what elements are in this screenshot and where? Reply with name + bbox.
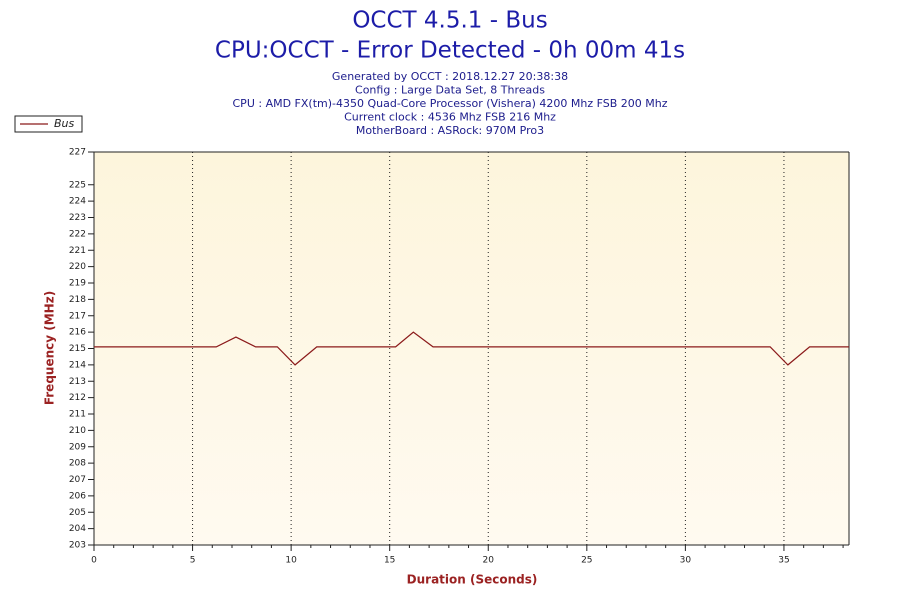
chart-title: OCCT 4.5.1 - Bus (352, 8, 547, 34)
y-tick-label: 220 (69, 262, 86, 272)
y-tick-label: 219 (69, 279, 86, 289)
y-tick-label: 205 (69, 508, 86, 518)
y-tick-label: 207 (69, 475, 86, 485)
data-line (94, 331, 849, 366)
y-tick-label: 208 (69, 459, 86, 469)
x-tick-label: 15 (384, 556, 395, 566)
y-tick-label: 210 (69, 426, 86, 436)
y-tick-label: 203 (69, 541, 86, 551)
x-tick-label: 0 (91, 556, 97, 566)
y-tick-label: 218 (69, 295, 86, 305)
info-line: Config : Large Data Set, 8 Threads (355, 84, 545, 97)
info-line: Current clock : 4536 Mhz FSB 216 Mhz (344, 111, 556, 124)
x-tick-label: 30 (680, 556, 692, 566)
y-tick-label: 206 (69, 491, 86, 501)
y-tick-label: 217 (69, 311, 86, 321)
info-line: CPU : AMD FX(tm)-4350 Quad-Core Processo… (233, 97, 668, 110)
y-tick-label: 209 (69, 442, 86, 452)
y-tick-label: 224 (69, 197, 86, 207)
x-tick-label: 10 (285, 556, 297, 566)
y-tick-label: 204 (69, 524, 86, 534)
y-tick-label: 214 (69, 360, 86, 370)
x-axis-label: Duration (Seconds) (407, 573, 538, 587)
info-line: Generated by OCCT : 2018.12.27 20:38:38 (332, 70, 568, 83)
y-tick-label: 222 (69, 229, 86, 239)
x-tick-label: 25 (581, 556, 592, 566)
legend-box (14, 115, 83, 133)
chart-subtitle: CPU:OCCT - Error Detected - 0h 00m 41s (215, 38, 685, 64)
y-tick-label: 212 (69, 393, 86, 403)
y-tick-label: 227 (69, 148, 86, 158)
y-tick-label: 211 (69, 410, 86, 420)
plot-area (94, 152, 849, 545)
x-tick-label: 35 (778, 556, 789, 566)
y-tick-label: 213 (69, 377, 86, 387)
y-tick-label: 216 (69, 328, 86, 338)
y-tick-label: 215 (69, 344, 86, 354)
x-tick-label: 5 (190, 556, 196, 566)
info-line: MotherBoard : ASRock: 970M Pro3 (356, 124, 544, 137)
y-tick-label: 223 (69, 213, 86, 223)
y-axis-label: Frequency (MHz) (43, 291, 57, 405)
legend-label: Bus (54, 117, 75, 130)
x-tick-label: 20 (483, 556, 495, 566)
y-tick-label: 221 (69, 246, 86, 256)
y-tick-label: 225 (69, 180, 86, 190)
